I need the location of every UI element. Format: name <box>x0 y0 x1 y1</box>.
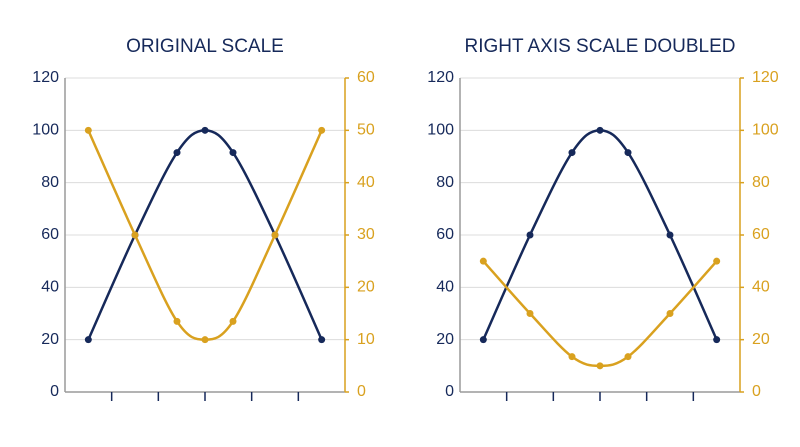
point <box>568 149 576 157</box>
point <box>173 317 181 325</box>
chart-title: ORIGINAL SCALE <box>126 36 284 57</box>
y2-tick-label: 10 <box>357 331 375 348</box>
point <box>666 310 674 317</box>
point <box>318 126 326 134</box>
point <box>84 126 92 134</box>
y2-tick-label: 20 <box>752 331 770 348</box>
y2-tick-label: 50 <box>357 122 375 139</box>
series-line <box>482 260 718 368</box>
point <box>624 353 632 361</box>
y2-tick-label: 40 <box>357 174 375 191</box>
y-tick-label: 120 <box>32 69 59 86</box>
y2-tick-label: 40 <box>752 279 770 296</box>
y2-tick-label: 120 <box>752 69 779 86</box>
point <box>713 257 721 265</box>
y-tick-label: 120 <box>427 69 454 86</box>
y2-tick-label: 0 <box>752 383 761 400</box>
y2-tick-label: 60 <box>357 69 375 86</box>
point <box>229 317 237 325</box>
y2-tick-label: 20 <box>357 279 375 296</box>
point <box>526 310 534 317</box>
y-tick-label: 100 <box>427 122 454 139</box>
point <box>526 231 534 239</box>
point <box>173 149 181 157</box>
point <box>596 126 604 134</box>
y-tick-label: 100 <box>32 122 59 139</box>
point <box>479 336 487 344</box>
y-tick-label: 40 <box>41 279 59 296</box>
point <box>479 257 487 265</box>
y-tick-label: 80 <box>41 174 59 191</box>
y2-tick-label: 100 <box>752 122 779 139</box>
point <box>201 126 209 134</box>
point <box>201 336 209 344</box>
y2-tick-label: 0 <box>357 383 366 400</box>
point <box>596 362 604 370</box>
point <box>666 231 674 239</box>
y-tick-label: 0 <box>445 383 454 400</box>
point <box>229 149 237 157</box>
y-tick-label: 80 <box>436 174 454 191</box>
y2-tick-label: 80 <box>752 174 770 191</box>
y-tick-label: 60 <box>436 226 454 243</box>
y-tick-label: 0 <box>50 383 59 400</box>
y-tick-label: 20 <box>41 331 59 348</box>
point <box>568 353 576 361</box>
y2-tick-label: 30 <box>357 226 375 243</box>
point <box>84 336 92 344</box>
chart-title: RIGHT AXIS SCALE DOUBLED <box>464 36 735 57</box>
point <box>624 149 632 157</box>
y-tick-label: 40 <box>436 279 454 296</box>
y-tick-label: 20 <box>436 331 454 348</box>
point <box>271 231 279 239</box>
y2-tick-label: 60 <box>752 226 770 243</box>
point <box>713 336 721 344</box>
y-tick-label: 60 <box>41 226 59 243</box>
point <box>131 231 139 239</box>
point <box>318 336 326 344</box>
